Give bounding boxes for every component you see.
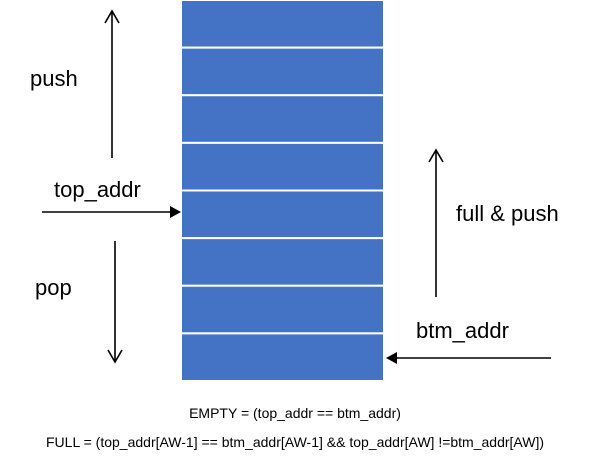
pop-label: pop	[35, 275, 72, 300]
empty-condition: EMPTY = (top_addr == btm_addr)	[189, 405, 401, 421]
stack-slot	[180, 0, 385, 49]
push-label: push	[30, 66, 78, 91]
stack-memory	[180, 0, 385, 383]
push-arrow	[104, 9, 120, 158]
stack-slot	[180, 141, 385, 192]
btm-addr-arrow	[386, 352, 551, 364]
top-addr-label: top_addr	[54, 177, 141, 202]
stack-slot	[180, 94, 385, 144]
stack-slot	[180, 284, 385, 335]
full-push-label: full & push	[456, 201, 559, 226]
btm-addr-label: btm_addr	[416, 318, 509, 343]
pop-arrow	[107, 241, 123, 364]
full-push-arrow	[428, 148, 444, 297]
stack-slot	[180, 46, 385, 97]
stack-slot	[180, 237, 385, 287]
stack-slot	[180, 189, 385, 240]
full-condition: FULL = (top_addr[AW-1] == btm_addr[AW-1]…	[46, 434, 544, 450]
top-addr-arrow	[42, 206, 181, 218]
stack-slot	[180, 332, 385, 383]
